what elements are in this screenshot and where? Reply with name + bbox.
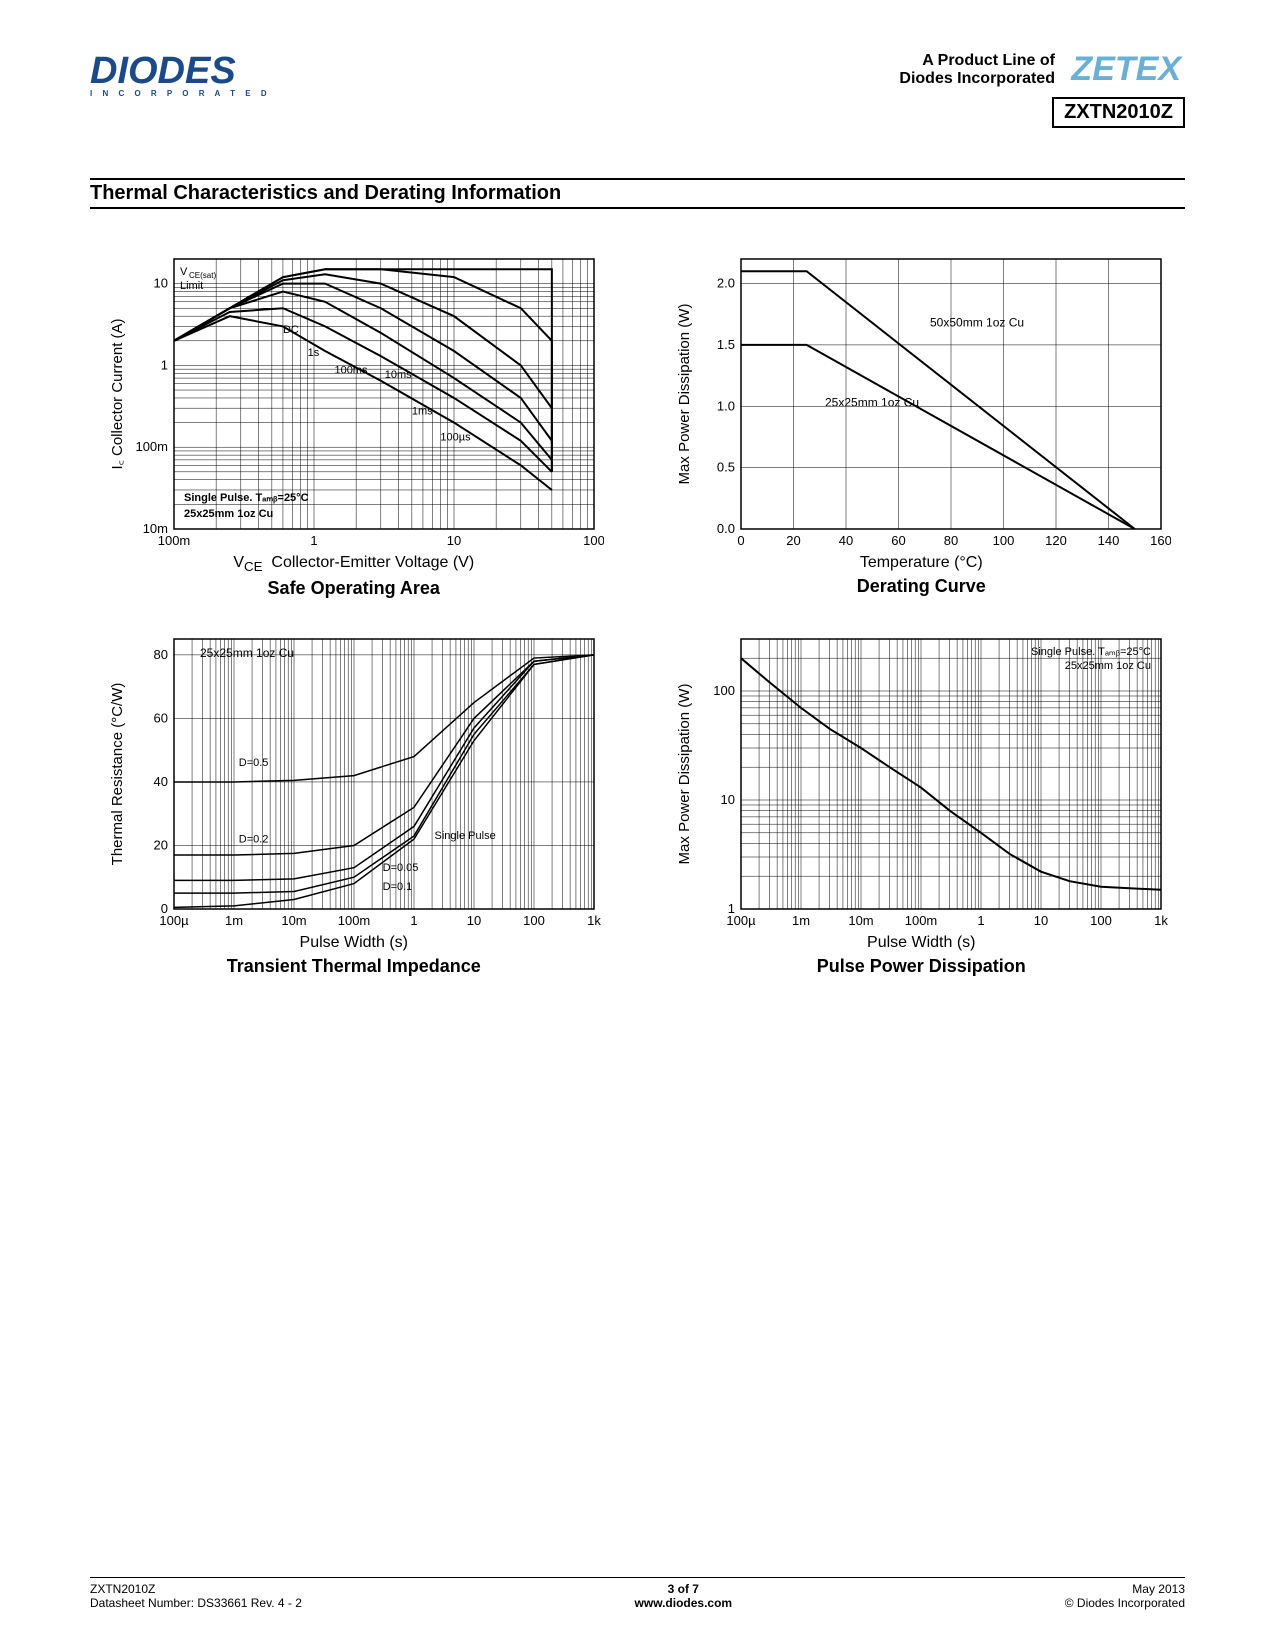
svg-text:20: 20 — [787, 533, 801, 548]
svg-text:100: 100 — [1090, 913, 1112, 928]
pulse-title: Pulse Power Dissipation — [658, 956, 1186, 977]
svg-text:10: 10 — [153, 276, 167, 291]
derating-svg: 0 20 40 60 80 100 120 140 160 0.0 0.5 1.0 1.5 2.0 50x5… — [671, 249, 1171, 549]
svg-text:60: 60 — [153, 711, 167, 726]
svg-text:Single Pulse: Single Pulse — [434, 830, 495, 842]
svg-text:1: 1 — [161, 357, 168, 372]
svg-text:100: 100 — [523, 913, 545, 928]
svg-text:1k: 1k — [1154, 913, 1168, 928]
svg-text:100m: 100m — [135, 439, 168, 454]
chart-pulse: 100µ1m10m100m1101001k110100Max Power Dis… — [658, 629, 1186, 977]
svg-text:25x25mm 1oz Cu: 25x25mm 1oz Cu — [200, 646, 294, 660]
svg-text:100ms: 100ms — [334, 364, 368, 376]
svg-text:10m: 10m — [142, 521, 167, 536]
svg-text:10ms: 10ms — [384, 369, 411, 381]
diodes-logo: DIODES I N C O R P O R A T E D — [90, 50, 271, 98]
svg-text:Thermal Resistance (°C/W): Thermal Resistance (°C/W) — [109, 683, 126, 866]
svg-text:CE(sat): CE(sat) — [189, 271, 216, 280]
footer-mid: 3 of 7 www.diodes.com — [635, 1582, 733, 1610]
soa-xlabel: VCE Collector-Emitter Voltage (V) — [90, 554, 618, 574]
charts-grid: 100m11010010m100m110I꜀ Collector Current… — [90, 249, 1185, 977]
part-number: ZXTN2010Z — [1052, 97, 1185, 128]
svg-text:1: 1 — [310, 533, 317, 548]
product-line: A Product Line of Diodes Incorporated — [899, 52, 1055, 88]
svg-text:40: 40 — [839, 533, 853, 548]
svg-text:Max Power Dissipation (W): Max Power Dissipation (W) — [676, 684, 693, 865]
svg-text:1: 1 — [410, 913, 417, 928]
svg-text:I꜀ Collector Current (A): I꜀ Collector Current (A) — [109, 318, 126, 469]
svg-text:1.0: 1.0 — [717, 398, 735, 413]
chart-soa: 100m11010010m100m110I꜀ Collector Current… — [90, 249, 618, 599]
svg-text:100µ: 100µ — [159, 913, 189, 928]
svg-text:60: 60 — [892, 533, 906, 548]
svg-text:2.0: 2.0 — [717, 276, 735, 291]
svg-text:1ms: 1ms — [412, 406, 433, 418]
footer-right: May 2013 © Diodes Incorporated — [1065, 1582, 1185, 1610]
zetex-logo: ZETEX — [1067, 50, 1185, 89]
header-right: A Product Line of Diodes Incorporated ZE… — [899, 50, 1185, 128]
svg-text:Limit: Limit — [180, 280, 203, 292]
svg-text:0: 0 — [738, 533, 745, 548]
footer-left: ZXTN2010Z Datasheet Number: DS33661 Rev.… — [90, 1582, 302, 1610]
svg-text:10: 10 — [467, 913, 481, 928]
svg-text:10m: 10m — [281, 913, 306, 928]
svg-text:10: 10 — [447, 533, 461, 548]
svg-text:1.5: 1.5 — [717, 337, 735, 352]
svg-text:50x50mm 1oz Cu: 50x50mm 1oz Cu — [930, 316, 1024, 330]
svg-text:DC: DC — [283, 324, 299, 336]
pulse-xlabel: Pulse Width (s) — [658, 934, 1186, 952]
svg-text:40: 40 — [153, 774, 167, 789]
svg-text:100: 100 — [714, 683, 736, 698]
svg-text:Single Pulse. Tₐₘᵦ=25°C: Single Pulse. Tₐₘᵦ=25°C — [184, 492, 309, 504]
svg-text:0.5: 0.5 — [717, 460, 735, 475]
svg-text:1: 1 — [978, 913, 985, 928]
logo-text: DIODES — [90, 50, 271, 93]
svg-text:25x25mm 1oz Cu: 25x25mm 1oz Cu — [184, 508, 273, 520]
soa-svg: 100m11010010m100m110I꜀ Collector Current… — [104, 249, 604, 549]
svg-text:1s: 1s — [307, 347, 319, 359]
thermal-title: Transient Thermal Impedance — [90, 956, 618, 977]
svg-text:100: 100 — [993, 533, 1015, 548]
svg-text:100m: 100m — [905, 913, 938, 928]
derating-xlabel: Temperature (°C) — [658, 554, 1186, 572]
svg-text:120: 120 — [1045, 533, 1067, 548]
pulse-svg: 100µ1m10m100m1101001k110100Max Power Dis… — [671, 629, 1171, 929]
svg-text:100: 100 — [583, 533, 604, 548]
svg-text:25x25mm 1oz Cu: 25x25mm 1oz Cu — [1065, 660, 1151, 672]
page: DIODES I N C O R P O R A T E D A Product… — [0, 0, 1275, 1650]
thermal-svg: 020406080100µ1m10m100m1101001kThermal Re… — [104, 629, 604, 929]
logo-subtext: I N C O R P O R A T E D — [90, 89, 271, 98]
svg-text:1k: 1k — [587, 913, 601, 928]
header: DIODES I N C O R P O R A T E D A Product… — [90, 50, 1185, 128]
svg-text:100m: 100m — [337, 913, 370, 928]
svg-text:80: 80 — [153, 647, 167, 662]
svg-text:D=0.2: D=0.2 — [239, 833, 269, 845]
svg-text:140: 140 — [1098, 533, 1120, 548]
svg-text:1m: 1m — [792, 913, 810, 928]
svg-text:D=0.05: D=0.05 — [382, 862, 418, 874]
svg-text:D=0.5: D=0.5 — [239, 757, 269, 769]
derating-title: Derating Curve — [658, 576, 1186, 597]
svg-text:160: 160 — [1150, 533, 1171, 548]
svg-text:20: 20 — [153, 838, 167, 853]
svg-text:80: 80 — [944, 533, 958, 548]
svg-text:1m: 1m — [225, 913, 243, 928]
svg-text:Single Pulse. Tₐₘᵦ=25°C: Single Pulse. Tₐₘᵦ=25°C — [1031, 646, 1151, 658]
svg-text:10: 10 — [721, 792, 735, 807]
chart-thermal: 020406080100µ1m10m100m1101001kThermal Re… — [90, 629, 618, 977]
footer: ZXTN2010Z Datasheet Number: DS33661 Rev.… — [90, 1577, 1185, 1610]
thermal-xlabel: Pulse Width (s) — [90, 934, 618, 952]
svg-text:10m: 10m — [849, 913, 874, 928]
svg-text:1: 1 — [728, 901, 735, 916]
svg-text:V: V — [180, 266, 188, 278]
chart-derating: 0 20 40 60 80 100 120 140 160 0.0 0.5 1.0 1.5 2.0 50x5… — [658, 249, 1186, 599]
svg-text:25x25mm 1oz Cu: 25x25mm 1oz Cu — [825, 395, 919, 409]
svg-text:Max Power Dissipation (W): Max Power Dissipation (W) — [676, 304, 693, 485]
svg-text:D=0.1: D=0.1 — [382, 881, 412, 893]
soa-title: Safe Operating Area — [90, 578, 618, 599]
svg-text:100µs: 100µs — [440, 432, 471, 444]
svg-text:0.0: 0.0 — [717, 521, 735, 536]
section-title: Thermal Characteristics and Derating Inf… — [90, 178, 1185, 209]
svg-text:10: 10 — [1034, 913, 1048, 928]
